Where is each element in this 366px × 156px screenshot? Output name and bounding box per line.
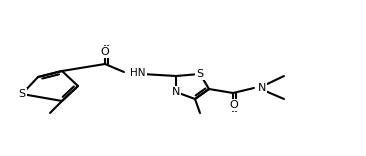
Text: N: N	[172, 87, 180, 97]
Text: HN: HN	[130, 68, 146, 78]
Text: O: O	[101, 47, 109, 57]
Text: S: S	[18, 89, 26, 99]
Text: S: S	[197, 69, 203, 79]
Text: N: N	[258, 83, 266, 93]
Text: O: O	[229, 100, 238, 110]
